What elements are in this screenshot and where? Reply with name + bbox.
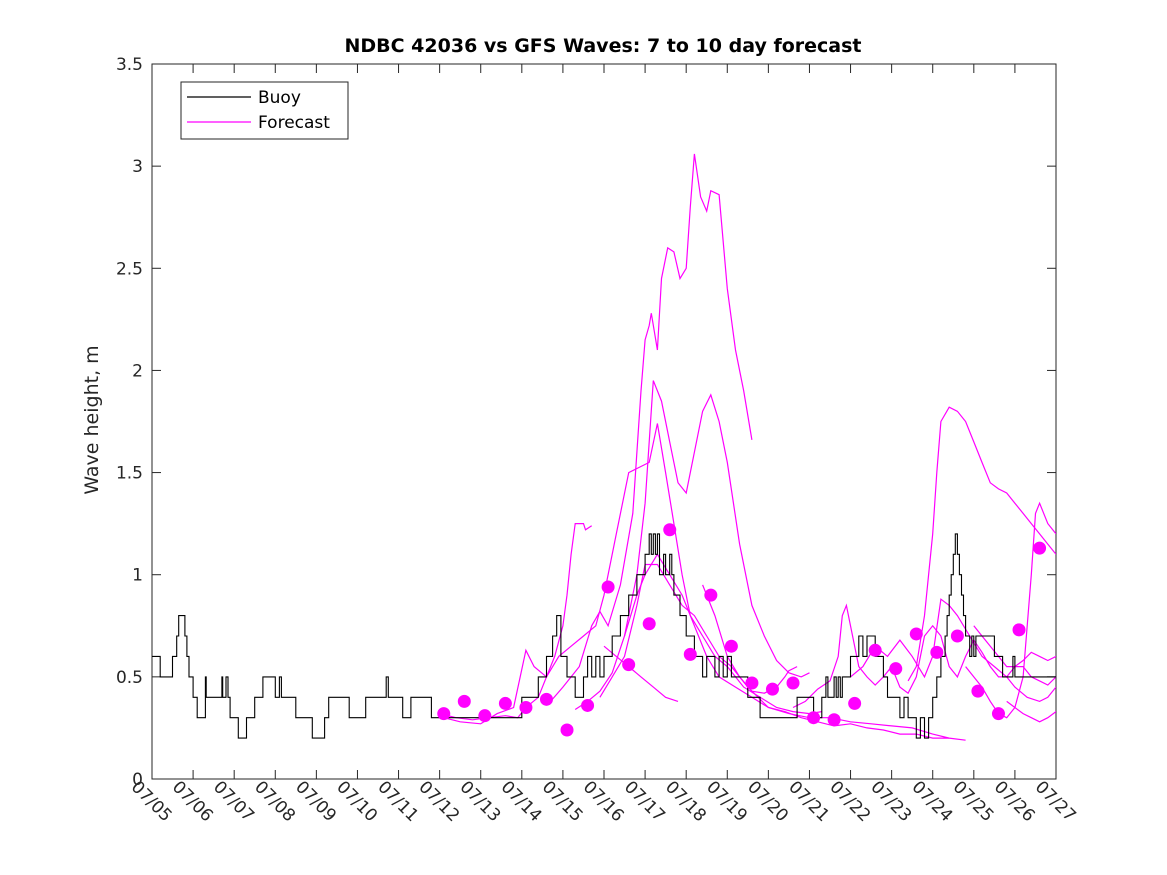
forecast-point: [1012, 623, 1026, 637]
forecast-point: [683, 647, 697, 661]
y-tick-label: 0.5: [116, 668, 143, 688]
forecast-point: [950, 629, 964, 643]
forecast-point: [971, 684, 985, 698]
forecast-point: [560, 723, 574, 737]
forecast-point: [539, 692, 553, 706]
forecast-line: [574, 380, 810, 711]
legend-box: [180, 81, 349, 140]
forecast-point: [1033, 541, 1047, 555]
forecast-point: [991, 707, 1005, 721]
forecast-point: [704, 588, 718, 602]
forecast-point: [581, 698, 595, 712]
y-tick-label: 3.5: [116, 55, 143, 75]
forecast-point: [745, 676, 759, 690]
forecast-point: [601, 580, 615, 594]
forecast-point: [807, 711, 821, 725]
forecast-point: [622, 658, 636, 672]
forecast-point: [909, 627, 923, 641]
y-tick-label: 1.5: [116, 464, 143, 484]
buoy-line: [152, 533, 1056, 739]
forecast-point: [930, 645, 944, 659]
forecast-point: [437, 707, 451, 721]
legend-label: Buoy: [258, 88, 301, 108]
forecast-line: [907, 406, 1056, 682]
forecast-point: [889, 662, 903, 676]
forecast-line: [850, 598, 1056, 703]
forecast-point: [642, 617, 656, 631]
y-tick-label: 1: [132, 566, 143, 586]
plot-area: [152, 153, 1056, 741]
forecast-line: [792, 603, 1056, 709]
chart-title: NDBC 42036 vs GFS Waves: 7 to 10 day for…: [344, 35, 861, 57]
forecast-line: [702, 584, 798, 694]
legend: Buoy Forecast: [180, 81, 349, 140]
forecast-line: [550, 153, 753, 702]
y-tick-label: 3: [132, 157, 143, 177]
forecast-line: [1006, 700, 1056, 723]
forecast-point: [868, 643, 882, 657]
forecast-point: [827, 713, 841, 727]
forecast-point: [663, 523, 677, 537]
forecast-line: [603, 645, 679, 702]
forecast-point: [848, 696, 862, 710]
y-tick-label: 0: [132, 770, 143, 790]
forecast-point: [457, 694, 471, 708]
y-axis-label: Wave height, m: [81, 345, 103, 494]
forecast-point: [498, 696, 512, 710]
forecast-point: [786, 676, 800, 690]
forecast-point: [478, 709, 492, 723]
y-tick-label: 2.5: [116, 259, 143, 279]
forecast-point: [765, 682, 779, 696]
forecast-point: [724, 639, 738, 653]
forecast-line: [443, 423, 822, 725]
y-tick-label: 2: [132, 361, 143, 381]
legend-label: Forecast: [258, 113, 330, 133]
forecast-point: [519, 701, 533, 714]
